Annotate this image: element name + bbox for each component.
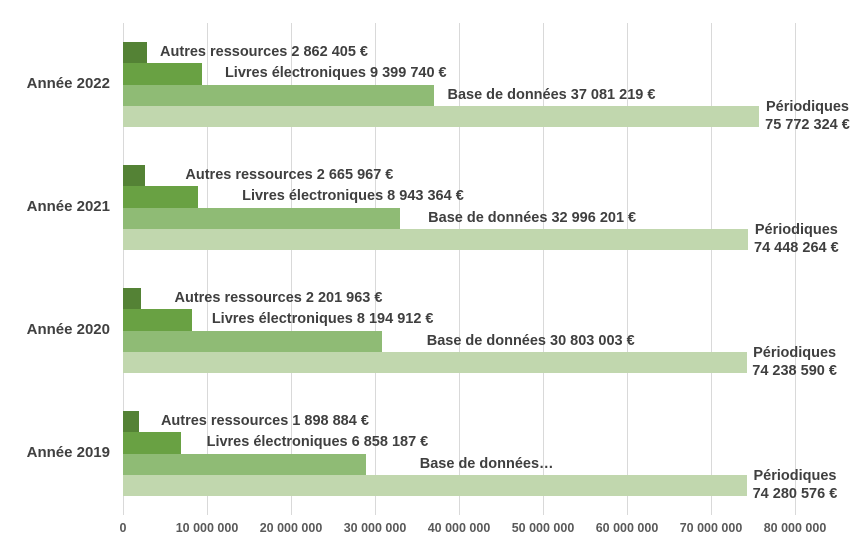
bar-label-livres-electroniques: Livres électroniques 6 858 187 €	[206, 434, 429, 451]
bar-label-line: Périodiques	[753, 345, 837, 362]
bar-label-periodiques: Périodiques 74 238 590 €	[749, 344, 841, 380]
gridline	[627, 23, 628, 515]
x-axis-tick-label: 0	[119, 521, 127, 535]
x-axis-tick-label: 70 000 000	[679, 521, 743, 535]
x-axis-tick-label: 30 000 000	[343, 521, 407, 535]
bar-label-livres-electroniques: Livres électroniques 9 399 740 €	[224, 65, 447, 82]
gridline	[459, 23, 460, 515]
bar-label-base-de-donnees: Base de données…	[419, 455, 554, 472]
category-label-annee-2019: Année 2019	[26, 443, 110, 461]
category-label-annee-2022: Année 2022	[26, 74, 110, 92]
bar-base-de-donnees	[123, 453, 366, 475]
bar-label-periodiques: Périodiques 74 448 264 €	[750, 221, 842, 257]
bar-base-de-donnees	[123, 84, 435, 106]
gridline	[291, 23, 292, 515]
bar-autres-ressources	[123, 42, 148, 64]
bar-label-base-de-donnees: Base de données 37 081 219 €	[447, 86, 656, 103]
bar-label-periodiques: Périodiques 74 280 576 €	[749, 467, 841, 503]
x-axis-tick-label: 20 000 000	[259, 521, 323, 535]
bar-label-line: 74 280 576 €	[752, 486, 838, 503]
bar-label-autres-ressources: Autres ressources 2 201 963 €	[174, 290, 383, 307]
bar-label-line: Périodiques	[765, 99, 849, 116]
bar-livres-electroniques	[123, 186, 199, 208]
bar-label-livres-electroniques: Livres électroniques 8 194 912 €	[211, 311, 434, 328]
bar-autres-ressources	[123, 165, 146, 187]
gridline	[375, 23, 376, 515]
x-axis-tick-label: 40 000 000	[427, 521, 491, 535]
gridline	[207, 23, 208, 515]
bar-livres-electroniques	[123, 309, 192, 331]
bar-livres-electroniques	[123, 432, 181, 454]
bar-periodiques	[123, 474, 747, 496]
bar-label-autres-ressources: Autres ressources 2 862 405 €	[160, 44, 369, 61]
bar-livres-electroniques	[123, 63, 202, 85]
bar-label-line: 75 772 324 €	[765, 117, 850, 134]
bar-label-line: Périodiques	[754, 222, 838, 239]
bar-label-autres-ressources: Autres ressources 1 898 884 €	[160, 413, 369, 430]
bar-label-line: 74 238 590 €	[752, 363, 837, 380]
bar-label-base-de-donnees: Base de données 32 996 201 €	[428, 209, 637, 226]
bar-autres-ressources	[123, 411, 139, 433]
bar-label-base-de-donnees: Base de données 30 803 003 €	[426, 332, 635, 349]
bar-label-line: 74 448 264 €	[754, 240, 839, 257]
bar-label-line: Périodiques	[753, 468, 837, 485]
bar-periodiques	[123, 351, 747, 373]
bar-autres-ressources	[123, 288, 142, 310]
x-axis-tick-label: 50 000 000	[511, 521, 575, 535]
bar-periodiques	[123, 105, 760, 127]
bar-label-livres-electroniques: Livres électroniques 8 943 364 €	[242, 188, 464, 205]
bar-periodiques	[123, 228, 749, 250]
gridline	[795, 23, 796, 515]
x-axis-tick-label: 80 000 000	[763, 521, 827, 535]
bar-base-de-donnees	[123, 207, 401, 229]
bar-label-periodiques: Périodiques 75 772 324 €	[761, 98, 853, 134]
x-axis-tick-label: 10 000 000	[175, 521, 239, 535]
category-label-annee-2021: Année 2021	[26, 197, 110, 215]
bar-base-de-donnees	[123, 330, 382, 352]
gridline	[543, 23, 544, 515]
x-axis-tick-label: 60 000 000	[595, 521, 659, 535]
gridline	[711, 23, 712, 515]
bar-label-autres-ressources: Autres ressources 2 665 967 €	[185, 167, 394, 184]
gridline	[123, 23, 124, 515]
category-label-annee-2020: Année 2020	[26, 320, 110, 338]
